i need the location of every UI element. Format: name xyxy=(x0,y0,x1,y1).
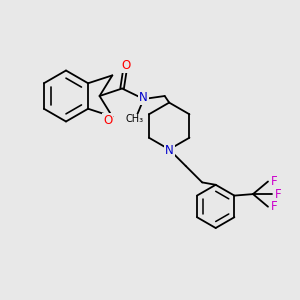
Text: F: F xyxy=(275,188,281,201)
Text: N: N xyxy=(165,144,174,157)
Text: O: O xyxy=(121,59,130,72)
Text: N: N xyxy=(139,91,148,104)
Text: CH₃: CH₃ xyxy=(126,114,144,124)
Text: F: F xyxy=(271,200,278,213)
Text: F: F xyxy=(271,175,278,188)
Text: O: O xyxy=(103,114,112,127)
